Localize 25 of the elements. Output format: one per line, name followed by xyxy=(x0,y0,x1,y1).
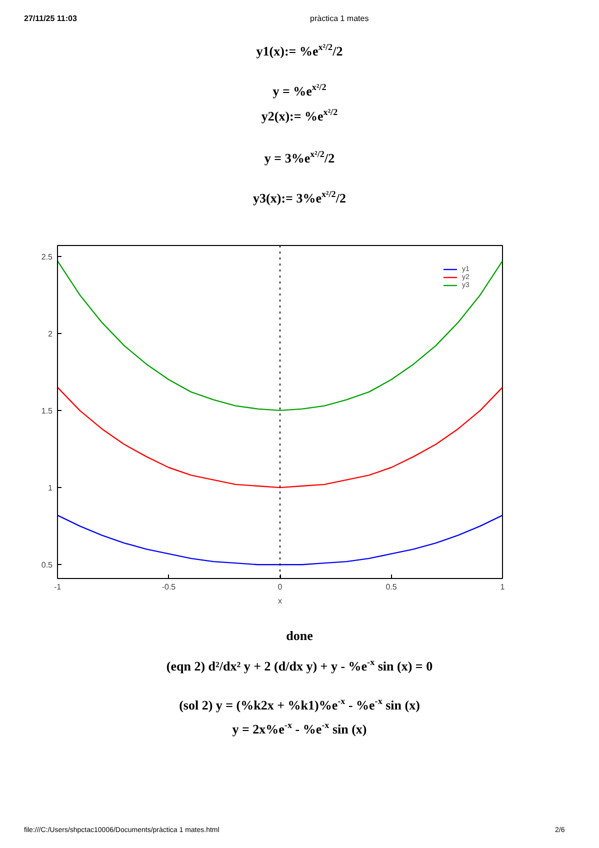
x-tick-label: 0 xyxy=(278,582,283,592)
text: y1(x):= %e$^{x²/2}$/2 xyxy=(255,41,344,60)
text: (sol 2) y = (%k2x + %k1)%e$^{-x}$ - %e$^{-x}$ sin (x) xyxy=(178,695,421,714)
y-tick-label: 1.5 xyxy=(41,406,54,416)
text: y = 3%e$^{x²/2}$/2 xyxy=(263,148,336,168)
text: y2(x):= %e$^{x²/2}$ xyxy=(260,106,339,126)
text: y3(x):= 3%e$^{x²/2}$/2 xyxy=(252,188,347,208)
text: y = %e$^{x²/2}$ xyxy=(272,81,328,100)
text: 27/11/25 11:03 xyxy=(24,13,77,25)
y-tick-label: 0.5 xyxy=(41,560,54,570)
line-series xyxy=(58,514,502,566)
x-tick-label: 0.5 xyxy=(386,582,398,592)
x-tick-label: -1 xyxy=(54,582,62,592)
line-series xyxy=(58,260,502,412)
text: (eqn 2) d²/dx² y + 2 (d/dx y) + y - %e$^{-x}$ sin (x) = 0 xyxy=(165,656,434,676)
text: done xyxy=(285,627,314,645)
x-tick-label: 1 xyxy=(500,582,506,592)
y-tick-label: 2.5 xyxy=(41,252,54,262)
text: y = 2x%e$^{-x}$ - %e$^{-x}$ sin (x) xyxy=(231,719,368,738)
y-tick-label: 2 xyxy=(48,329,54,338)
line-series xyxy=(58,386,502,488)
y-tick-label: 1 xyxy=(48,484,54,493)
x-axis-title: x xyxy=(278,596,282,606)
chart-title: pràctica 1 mates xyxy=(310,13,369,25)
x-tick-label: -0.5 xyxy=(162,582,176,592)
